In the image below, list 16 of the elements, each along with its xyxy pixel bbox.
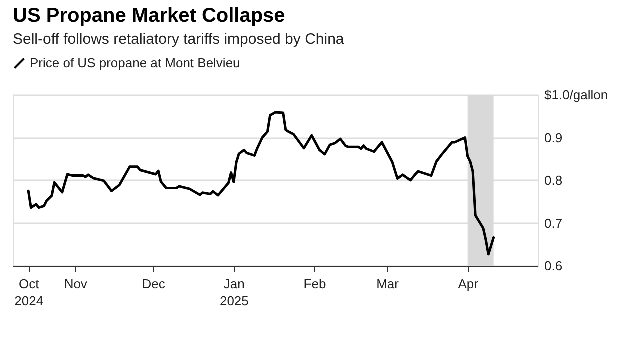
x-tick-label: Jan 2025 bbox=[220, 276, 249, 308]
y-tick-label: 0.7 bbox=[544, 216, 563, 231]
x-tick-label: Mar bbox=[376, 276, 400, 292]
chart-subtitle: Sell-off follows retaliatory tariffs imposed by China bbox=[13, 31, 345, 48]
y-tick-label: 0.9 bbox=[544, 130, 563, 146]
y-tick-label: 0.6 bbox=[544, 258, 563, 274]
y-tick-label: $1.0/gallon bbox=[544, 88, 608, 102]
x-tick-label: Dec bbox=[142, 276, 166, 292]
y-tick-label: 0.8 bbox=[544, 173, 563, 188]
x-tick-label: Apr bbox=[458, 276, 480, 292]
line-series bbox=[27, 111, 496, 256]
x-tick-label: Oct 2024 bbox=[14, 276, 44, 308]
x-tick-label: Feb bbox=[304, 276, 326, 292]
legend-label: Price of US propane at Mont Belvieu bbox=[30, 56, 240, 70]
x-tick-label: Nov bbox=[64, 276, 88, 292]
chart-title: US Propane Market Collapse bbox=[13, 5, 286, 27]
